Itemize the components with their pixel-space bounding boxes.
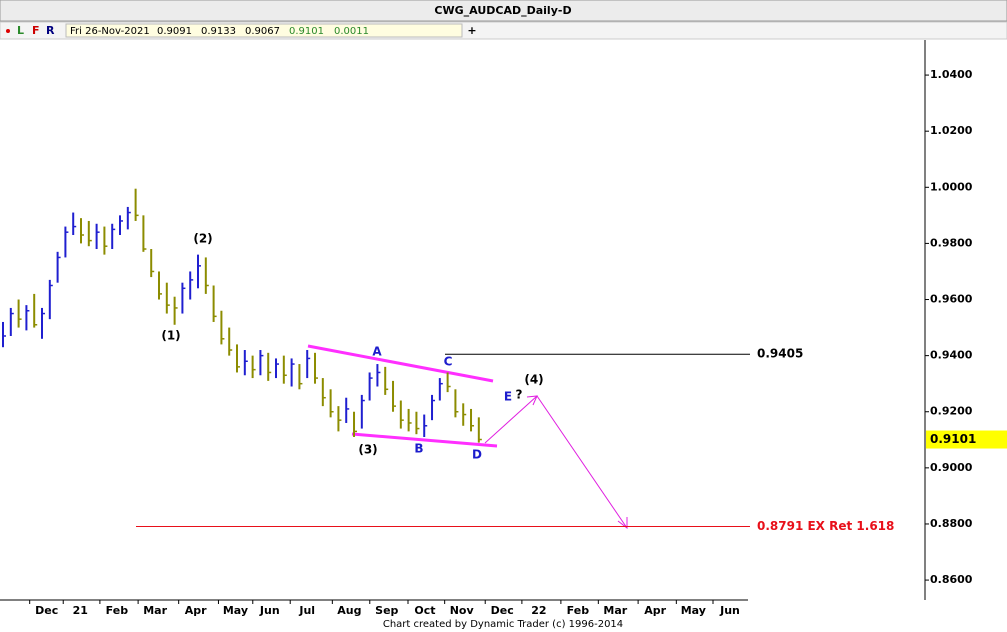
chart-title: CWG_AUDCAD_Daily-D <box>434 4 571 17</box>
record-dot <box>6 29 10 33</box>
y-tick-label: 0.9400 <box>930 349 973 362</box>
footer: Chart created by Dynamic Trader (c) 1996… <box>383 619 623 630</box>
wave-label: A <box>372 345 382 359</box>
x-tick-label: Jun <box>259 604 280 617</box>
x-tick-label: May <box>223 604 248 617</box>
toolbar-button[interactable]: L <box>17 24 24 37</box>
toolbar-button[interactable]: R <box>46 24 55 37</box>
y-tick-label: 1.0000 <box>930 180 973 193</box>
x-tick-label: Oct <box>414 604 435 617</box>
last-price-label: 0.9101 <box>930 432 976 446</box>
arrowhead <box>617 517 628 530</box>
x-tick-label: Apr <box>644 604 666 617</box>
x-tick-label: 22 <box>531 604 546 617</box>
info-close: 0.9101 <box>289 26 324 37</box>
x-tick-label: Apr <box>185 604 207 617</box>
y-tick-label: 0.9600 <box>930 293 973 306</box>
arrowhead <box>526 395 538 406</box>
y-tick-label: 1.0400 <box>930 68 973 81</box>
x-tick-label: 21 <box>73 604 88 617</box>
y-tick-label: 0.8800 <box>930 517 973 530</box>
x-tick-label: May <box>681 604 706 617</box>
last-price-box <box>926 430 1007 449</box>
x-tick-label: Mar <box>603 604 627 617</box>
wave-label: (2) <box>193 232 212 246</box>
lower-trendline <box>351 432 498 448</box>
wave-label: (1) <box>161 329 180 343</box>
x-tick-label: Nov <box>450 604 475 617</box>
y-tick-label: 0.9000 <box>930 461 973 474</box>
info-box <box>65 23 463 38</box>
wave-label: (4) <box>524 373 543 387</box>
y-tick-label: 0.8600 <box>930 573 973 586</box>
y-tick-label: 0.9200 <box>930 405 973 418</box>
toolbar-button[interactable]: F <box>32 24 40 37</box>
info-high: 0.9133 <box>201 26 236 37</box>
x-tick-label: Jun <box>719 604 740 617</box>
wave-label: E <box>504 390 512 404</box>
x-tick-label: Dec <box>35 604 58 617</box>
y-tick-label: 0.9800 <box>930 236 973 249</box>
title-bar <box>0 0 1007 22</box>
x-tick-label: Dec <box>491 604 514 617</box>
info-low: 0.9067 <box>245 26 280 37</box>
x-tick-label: Sep <box>375 604 398 617</box>
wave-label: B <box>414 442 423 456</box>
projection-arrow <box>484 395 628 530</box>
x-tick-label: Jul <box>298 604 315 617</box>
wave-label: D <box>472 448 482 462</box>
wave-label: (3) <box>358 443 377 457</box>
wave-label: ? <box>516 388 523 402</box>
info-date: Fri 26-Nov-2021 <box>70 26 150 37</box>
level-label: 0.9405 <box>757 347 803 361</box>
info-open: 0.9091 <box>157 26 192 37</box>
toolbar-button[interactable]: + <box>467 24 476 37</box>
x-tick-label: Aug <box>337 604 361 617</box>
info-change: 0.0011 <box>334 26 369 37</box>
trendlines <box>307 344 498 448</box>
x-tick-label: Mar <box>143 604 167 617</box>
y-tick-label: 1.0200 <box>930 124 973 137</box>
x-tick-label: Feb <box>567 604 590 617</box>
projection-path <box>484 395 628 529</box>
upper-trendline <box>307 344 494 383</box>
level-label: 0.8791 EX Ret 1.618 <box>757 519 894 533</box>
x-tick-label: Feb <box>106 604 129 617</box>
wave-label: C <box>444 355 453 369</box>
